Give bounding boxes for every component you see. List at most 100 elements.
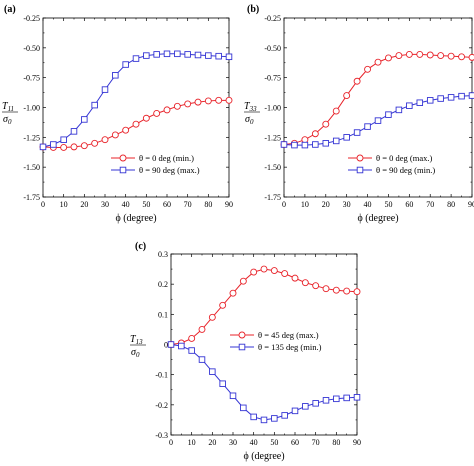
legend-label: θ = 0 deg (min.) xyxy=(139,153,194,163)
series-1 xyxy=(39,96,233,151)
x-axis-title: ϕ (degree) xyxy=(357,213,398,224)
x-axis-title: ϕ (degree) xyxy=(115,213,156,224)
y-axis-title-numerator: T33 xyxy=(244,101,257,113)
data-point xyxy=(302,403,309,410)
chart-panel-b: (b) 0 10 20 30 40 50 60 70 80 90 -1.75 -1.50 -1.25 -1.… xyxy=(244,4,474,224)
y-axis-title-numerator-sub: 33 xyxy=(249,105,258,113)
y-axis-title-denominator-sub: 0 xyxy=(250,118,254,126)
legend-marker xyxy=(238,331,246,339)
data-point xyxy=(312,282,320,290)
data-point xyxy=(194,98,202,106)
data-point xyxy=(332,286,340,294)
data-point xyxy=(332,107,340,115)
data-point xyxy=(343,287,351,295)
data-point xyxy=(239,277,247,285)
data-point xyxy=(163,106,171,114)
data-point xyxy=(167,341,175,348)
data-point xyxy=(111,131,119,139)
data-point xyxy=(311,130,319,138)
data-point xyxy=(122,126,130,134)
data-point xyxy=(353,129,361,136)
legend-marker xyxy=(356,166,364,174)
x-tick-label: 60 xyxy=(405,200,413,209)
data-point xyxy=(270,267,278,275)
data-point xyxy=(364,65,372,73)
x-tick-label: 0 xyxy=(169,438,173,447)
y-tick-label: -1.75 xyxy=(264,193,281,202)
data-point xyxy=(184,51,191,58)
data-point xyxy=(322,120,330,128)
data-point xyxy=(80,142,88,150)
y-tick-label: -1.25 xyxy=(264,133,281,142)
plot-frame xyxy=(42,17,230,198)
data-point xyxy=(353,394,361,401)
y-axis-title-denominator: σ0 xyxy=(3,114,12,126)
data-point xyxy=(184,100,192,108)
series-2 xyxy=(39,50,233,151)
data-point xyxy=(468,53,474,61)
x-tick-label: 80 xyxy=(447,200,455,209)
chart-panel-c: (c) 0 10 20 30 40 50 60 70 80 90 -0.3 -0.2 -0.1 0 0.1 0.… xyxy=(130,241,361,462)
x-tick-label: 60 xyxy=(291,438,299,447)
x-tick-label: 90 xyxy=(225,200,233,209)
series-line xyxy=(170,344,358,421)
y-axis-title-denominator-sub: 0 xyxy=(8,118,12,126)
y-tick-label: -1.50 xyxy=(264,163,281,172)
x-tick-label: 0 xyxy=(41,200,45,209)
data-point xyxy=(291,407,299,415)
data-point xyxy=(174,50,181,58)
data-point xyxy=(280,141,288,148)
y-tick-label: -1.25 xyxy=(23,133,40,142)
data-point xyxy=(60,136,67,143)
x-tick-label: 10 xyxy=(188,438,196,447)
data-point xyxy=(198,356,206,363)
data-point xyxy=(291,141,298,149)
x-tick-label: 10 xyxy=(301,200,309,209)
data-point xyxy=(198,325,206,333)
data-point xyxy=(291,274,299,282)
y-tick-label: 0.1 xyxy=(158,310,168,319)
legend-label: θ = 0 deg (max.) xyxy=(376,153,432,163)
y-tick-label: 0 xyxy=(164,341,168,350)
y-axis-title-numerator: T11 xyxy=(2,101,14,113)
data-point xyxy=(173,102,181,110)
y-tick-label: -1.50 xyxy=(23,163,40,172)
y-tick-label: -0.1 xyxy=(155,371,168,380)
data-point xyxy=(143,52,150,59)
data-point xyxy=(301,141,309,149)
data-point xyxy=(343,394,350,402)
panel-label: (a) xyxy=(4,4,16,15)
data-point xyxy=(301,279,309,287)
x-tick-label: 50 xyxy=(142,200,150,209)
data-point xyxy=(188,347,195,354)
y-axis-title-numerator-sub: 11 xyxy=(8,105,14,113)
data-point xyxy=(250,268,258,276)
x-tick-label: 30 xyxy=(343,200,351,209)
x-tick-label: 40 xyxy=(250,438,258,447)
y-tick-label: 0.3 xyxy=(158,250,168,259)
x-tick-label: 80 xyxy=(332,438,340,447)
x-tick-label: 20 xyxy=(322,200,330,209)
y-axis-title-numerator-sub: 13 xyxy=(136,338,144,346)
data-point xyxy=(468,92,474,99)
data-point xyxy=(240,404,247,412)
data-point xyxy=(91,139,99,147)
data-point xyxy=(153,51,160,58)
data-point xyxy=(101,136,109,144)
data-point xyxy=(91,101,98,109)
x-axis-title: ϕ (degree) xyxy=(243,451,284,462)
legend-marker xyxy=(238,343,246,351)
data-point xyxy=(209,368,216,375)
data-point xyxy=(322,397,330,404)
y-tick-label: -1.00 xyxy=(23,104,40,113)
data-point xyxy=(215,96,223,104)
data-point xyxy=(343,92,351,100)
x-tick-label: 10 xyxy=(60,200,68,209)
data-point xyxy=(70,143,78,151)
legend-label: θ = 45 deg (max.) xyxy=(258,330,319,340)
data-point xyxy=(60,144,68,151)
data-point xyxy=(281,270,289,278)
